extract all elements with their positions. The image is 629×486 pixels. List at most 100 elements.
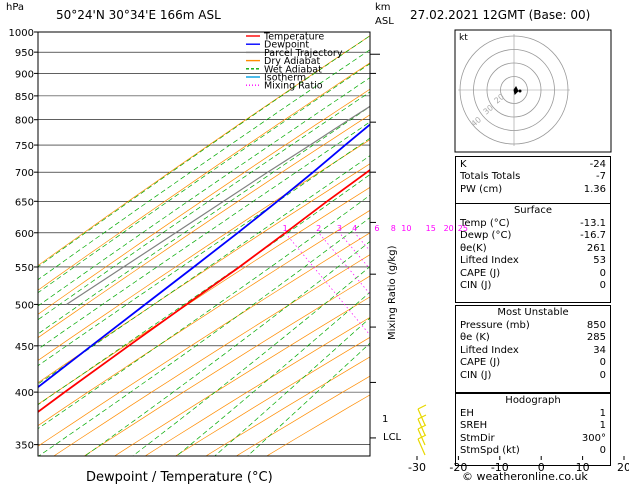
wet-adiabat-line [38, 35, 370, 268]
row-value: 1 [599, 408, 606, 419]
wet-adiabat-line [38, 174, 370, 406]
location-label: 50°24'N 30°34'E 166m ASL [56, 8, 221, 22]
row-label: Lifted Index [460, 255, 519, 267]
pressure-tick-label: 850 [15, 92, 34, 103]
row-label: Lifted Index [460, 344, 519, 356]
copyright-label: © weatheronline.co.uk [462, 470, 588, 483]
wet-adiabat-line [38, 121, 370, 350]
hodo-row: StmSpd (kt) 0 [456, 445, 610, 457]
pressure-tick-label: 450 [15, 342, 34, 353]
row-value: -16.7 [580, 230, 606, 242]
wind-barb [417, 438, 426, 456]
mixing-ratio-line [284, 232, 370, 336]
x-axis-label: Dewpoint / Temperature (°C) [86, 470, 273, 485]
dewpoint-trace [38, 123, 370, 389]
index-label: PW (cm) [460, 183, 503, 195]
mu-row: θe (K) 285 [456, 332, 610, 344]
pressure-tick-label: 800 [15, 116, 34, 127]
index-value: 1.36 [583, 183, 606, 195]
dry-adiabat-line [144, 316, 370, 456]
pressure-tick-label: 500 [15, 300, 34, 311]
wind-barb [417, 418, 426, 436]
pressure-tick-label: 900 [15, 69, 34, 80]
mu-row: CAPE (J) 0 [456, 357, 610, 369]
pressure-tick-label: 600 [15, 229, 34, 240]
parcel-trace [66, 105, 370, 305]
datetime-label: 27.02.2021 12GMT (Base: 00) [410, 8, 591, 22]
temperature-tick-label: -10 [491, 461, 509, 474]
wet-adiabat-line [38, 91, 370, 321]
legend-item-label: Isotherm [264, 73, 306, 84]
row-label: θe(K) [460, 242, 487, 254]
mixing-ratio-label: 1 [283, 224, 288, 233]
surface-title: Surface [513, 205, 553, 216]
row-value: 0 [599, 369, 606, 381]
temperature-tick-label: 10 [576, 461, 590, 474]
hodograph-frame [454, 29, 612, 153]
dry-adiabat-line [38, 186, 370, 405]
hodograph-trace [513, 86, 519, 95]
legend-item-label: Wet Adiabat [264, 64, 322, 75]
row-value: 0 [599, 267, 606, 279]
index-row-totals: Totals Totals -7 [456, 171, 610, 183]
plot-frame [37, 31, 371, 457]
legend-item-label: Mixing Ratio [264, 81, 323, 92]
index-row-pw: PW (cm) 1.36 [456, 184, 610, 196]
legend-item-label: Parcel Trajectory [264, 48, 343, 59]
surface-row: Temp (°C) -13.1 [456, 218, 610, 230]
row-value: 1 [599, 420, 606, 432]
pressure-tick-label: 750 [15, 141, 34, 152]
most-unstable-title: Most Unstable [497, 307, 569, 318]
pressure-tick-label: 350 [15, 441, 34, 452]
wet-adiabat-line [38, 63, 370, 294]
surface-table: Surface Temp (°C) -13.1 Dewp (°C) -16.7 θe… [455, 203, 611, 303]
pressure-tick-label: 550 [15, 263, 34, 274]
temperature-trace [38, 168, 370, 413]
dry-adiabat-line [38, 114, 370, 339]
mixing-ratio-axis-label: Mixing Ratio (g/kg) [387, 245, 398, 340]
mixing-ratio-label: 20 [444, 224, 454, 233]
mixing-ratio-label: 2 [316, 224, 321, 233]
dry-adiabat-line [38, 35, 370, 266]
mixing-ratio-label: 15 [426, 224, 436, 233]
row-label: Pressure (mb) [460, 320, 530, 331]
row-label: θe (K) [460, 332, 490, 344]
index-row-k: K -24 [456, 159, 610, 171]
surface-row: Dewp (°C) -16.7 [456, 230, 610, 242]
dry-adiabat-line [84, 275, 370, 456]
row-label: CAPE (J) [460, 267, 501, 279]
wet-adiabat-line [214, 317, 370, 456]
surface-row: θe(K) 261 [456, 243, 610, 255]
temperature-tick-label: 20 [617, 461, 629, 474]
row-label: Dewp (°C) [460, 230, 512, 242]
wet-adiabat-line [38, 194, 370, 430]
hodograph-table: Hodograph EH 1 SREH 1 StmDir 300° StmSpd (k… [455, 393, 611, 466]
row-value: 0 [599, 279, 606, 291]
row-label: SREH [460, 420, 488, 432]
row-value: 261 [586, 242, 606, 254]
row-value: 53 [593, 255, 606, 267]
wet-adiabat-line [38, 49, 370, 281]
row-value: 34 [593, 344, 606, 356]
chart-axes: 1 2 3 4 6 8 10 15 20 2535040045050055060065070075… [9, 28, 629, 474]
dry-adiabat-line [114, 296, 370, 456]
wet-adiabat-line [38, 137, 370, 367]
wind-barb [417, 408, 426, 426]
hpa-label: hPa [6, 2, 25, 13]
hodo-row: SREH 1 [456, 420, 610, 432]
mu-row: Lifted Index 34 [456, 345, 610, 357]
row-value: 300° [581, 432, 606, 444]
hodograph-storm-motion [518, 89, 522, 93]
row-value: 0 [599, 357, 606, 369]
surface-row: CIN (J) 0 [456, 280, 610, 292]
temperature-tick-label: -20 [449, 461, 467, 474]
pressure-tick-label: 1000 [9, 28, 34, 39]
mixing-ratio-label: 4 [352, 224, 357, 233]
hodo-row: EH 1 [456, 408, 610, 420]
row-label: Temp (°C) [460, 218, 510, 229]
wind-barb [417, 428, 426, 446]
wet-adiabat-line [176, 291, 370, 456]
